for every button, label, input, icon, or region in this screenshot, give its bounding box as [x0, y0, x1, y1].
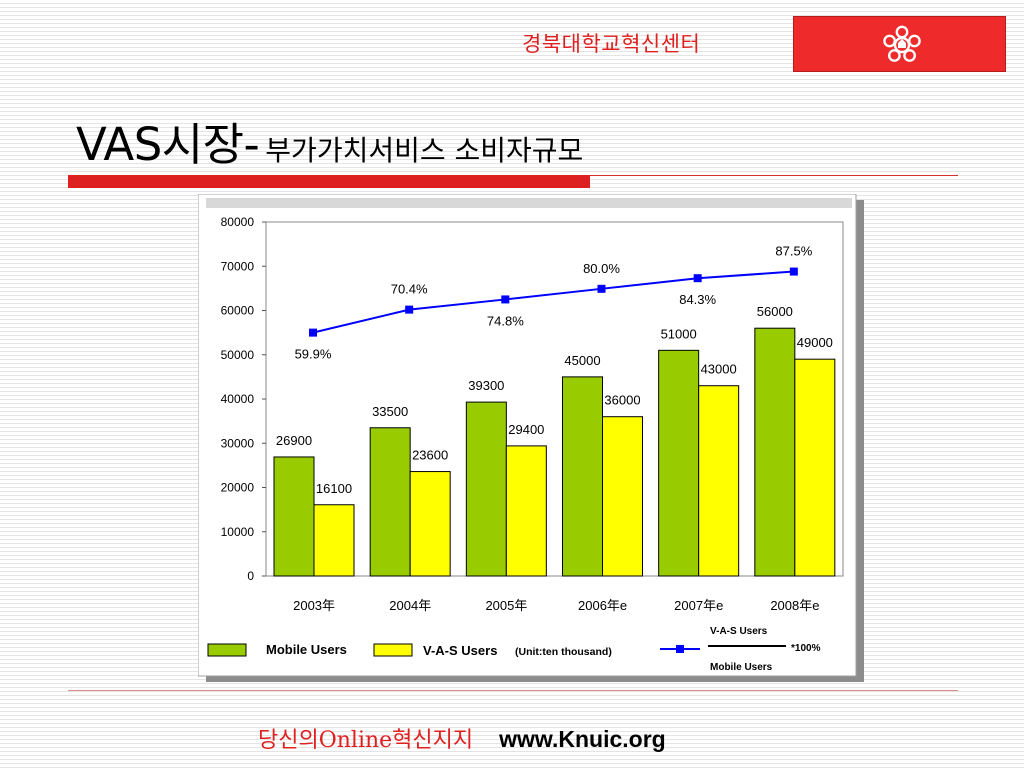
y-tick-label: 70000	[221, 259, 255, 273]
legend-vas-label: V-A-S Users	[423, 643, 497, 658]
ratio-value-label: 74.8%	[487, 313, 524, 328]
bar-mobile-value-label: 39300	[468, 378, 504, 393]
legend-ratio-numerator: V-A-S Users	[710, 626, 768, 637]
x-tick-label: 2004年	[389, 598, 431, 613]
ratio-line	[312, 270, 794, 334]
bar-vas-users	[794, 358, 836, 577]
slide-title: VAS시장- 부가가치서비스 소비자규모	[76, 108, 583, 173]
footer-divider	[68, 690, 958, 691]
ratio-value-label: 84.3%	[679, 292, 716, 307]
bar-mobile-users	[465, 401, 507, 577]
legend-swatch-mobile	[207, 643, 247, 657]
y-tick-label: 60000	[221, 304, 255, 318]
x-tick-label: 2006年e	[578, 598, 627, 613]
bar-mobile-value-label: 26900	[276, 433, 312, 448]
slide-title-main: VAS시장-	[76, 118, 260, 171]
title-underline-line	[590, 175, 958, 176]
y-tick-label: 10000	[221, 525, 255, 539]
ratio-value-label: 87.5%	[775, 244, 812, 259]
bar-vas-users	[505, 445, 547, 577]
title-underline-bar	[68, 175, 590, 188]
plot-area	[265, 221, 844, 577]
bar-vas-value-label: 29400	[508, 422, 544, 437]
x-tick-label: 2008年e	[770, 598, 819, 613]
bar-vas-value-label: 49000	[797, 335, 833, 350]
bar-mobile-users	[562, 376, 603, 577]
bar-mobile-value-label: 45000	[564, 353, 600, 368]
footer: 당신의Online혁신지지 www.Knuic.org	[258, 722, 666, 754]
bar-mobile-users	[658, 349, 700, 577]
x-tick-label: 2003年	[293, 598, 335, 613]
y-tick-label: 40000	[221, 392, 255, 406]
y-tick-label: 80000	[221, 215, 255, 229]
ratio-marker	[693, 274, 702, 283]
ratio-marker	[789, 267, 798, 276]
bar-vas-users	[409, 471, 451, 577]
bar-mobile-value-label: 33500	[372, 404, 408, 419]
ratio-value-label: 70.4%	[391, 282, 428, 297]
university-emblem-icon	[883, 25, 921, 62]
ratio-marker	[405, 305, 414, 314]
ratio-marker	[597, 284, 606, 293]
legend-unit-label: (Unit:ten thousand)	[515, 646, 612, 658]
bar-mobile-users	[369, 427, 411, 577]
legend-ratio-marker	[676, 645, 684, 653]
bar-mobile-users	[273, 456, 315, 577]
ratio-marker	[309, 328, 317, 337]
bar-vas-value-label: 36000	[604, 393, 640, 408]
legend-swatch-vas	[373, 643, 413, 657]
bar-vas-value-label: 43000	[701, 362, 737, 377]
y-tick-label: 20000	[221, 481, 255, 495]
bar-vas-users	[698, 385, 740, 577]
chart-top-band	[206, 198, 852, 208]
x-tick-label: 2007年e	[674, 598, 723, 613]
y-tick-label: 30000	[221, 436, 255, 450]
vas-users-chart: 80000 70000 60000 50000 40000 30000 20000 10000…	[197, 193, 864, 682]
ratio-value-label: 59.9%	[295, 347, 332, 362]
legend-mobile-label: Mobile Users	[266, 642, 347, 657]
legend-ratio-denominator: Mobile Users	[710, 662, 773, 673]
bar-mobile-value-label: 51000	[661, 326, 697, 341]
bar-vas-users	[313, 504, 355, 577]
chart-frame: 80000 70000 60000 50000 40000 30000 20000 10000…	[197, 193, 864, 684]
legend-ratio-multiplier: *100%	[791, 643, 821, 654]
footer-slogan: 당신의Online혁신지지	[258, 728, 474, 753]
y-tick-label: 50000	[221, 348, 255, 362]
footer-url: www.Knuic.org	[499, 726, 666, 752]
slide-title-sub: 부가가치서비스 소비자규모	[265, 134, 584, 167]
ratio-marker	[501, 295, 510, 304]
bar-mobile-value-label: 56000	[757, 304, 793, 319]
x-tick-label: 2005年	[485, 598, 527, 613]
bar-vas-value-label: 16100	[316, 481, 352, 496]
y-tick-label: 0	[247, 569, 254, 583]
bar-vas-value-label: 23600	[412, 448, 448, 463]
organization-name: 경북대학교혁신센터	[522, 32, 701, 56]
header-logo-box	[793, 16, 1006, 72]
ratio-value-label: 80.0%	[583, 261, 620, 276]
bar-mobile-users	[754, 327, 796, 577]
bar-vas-users	[602, 416, 643, 577]
